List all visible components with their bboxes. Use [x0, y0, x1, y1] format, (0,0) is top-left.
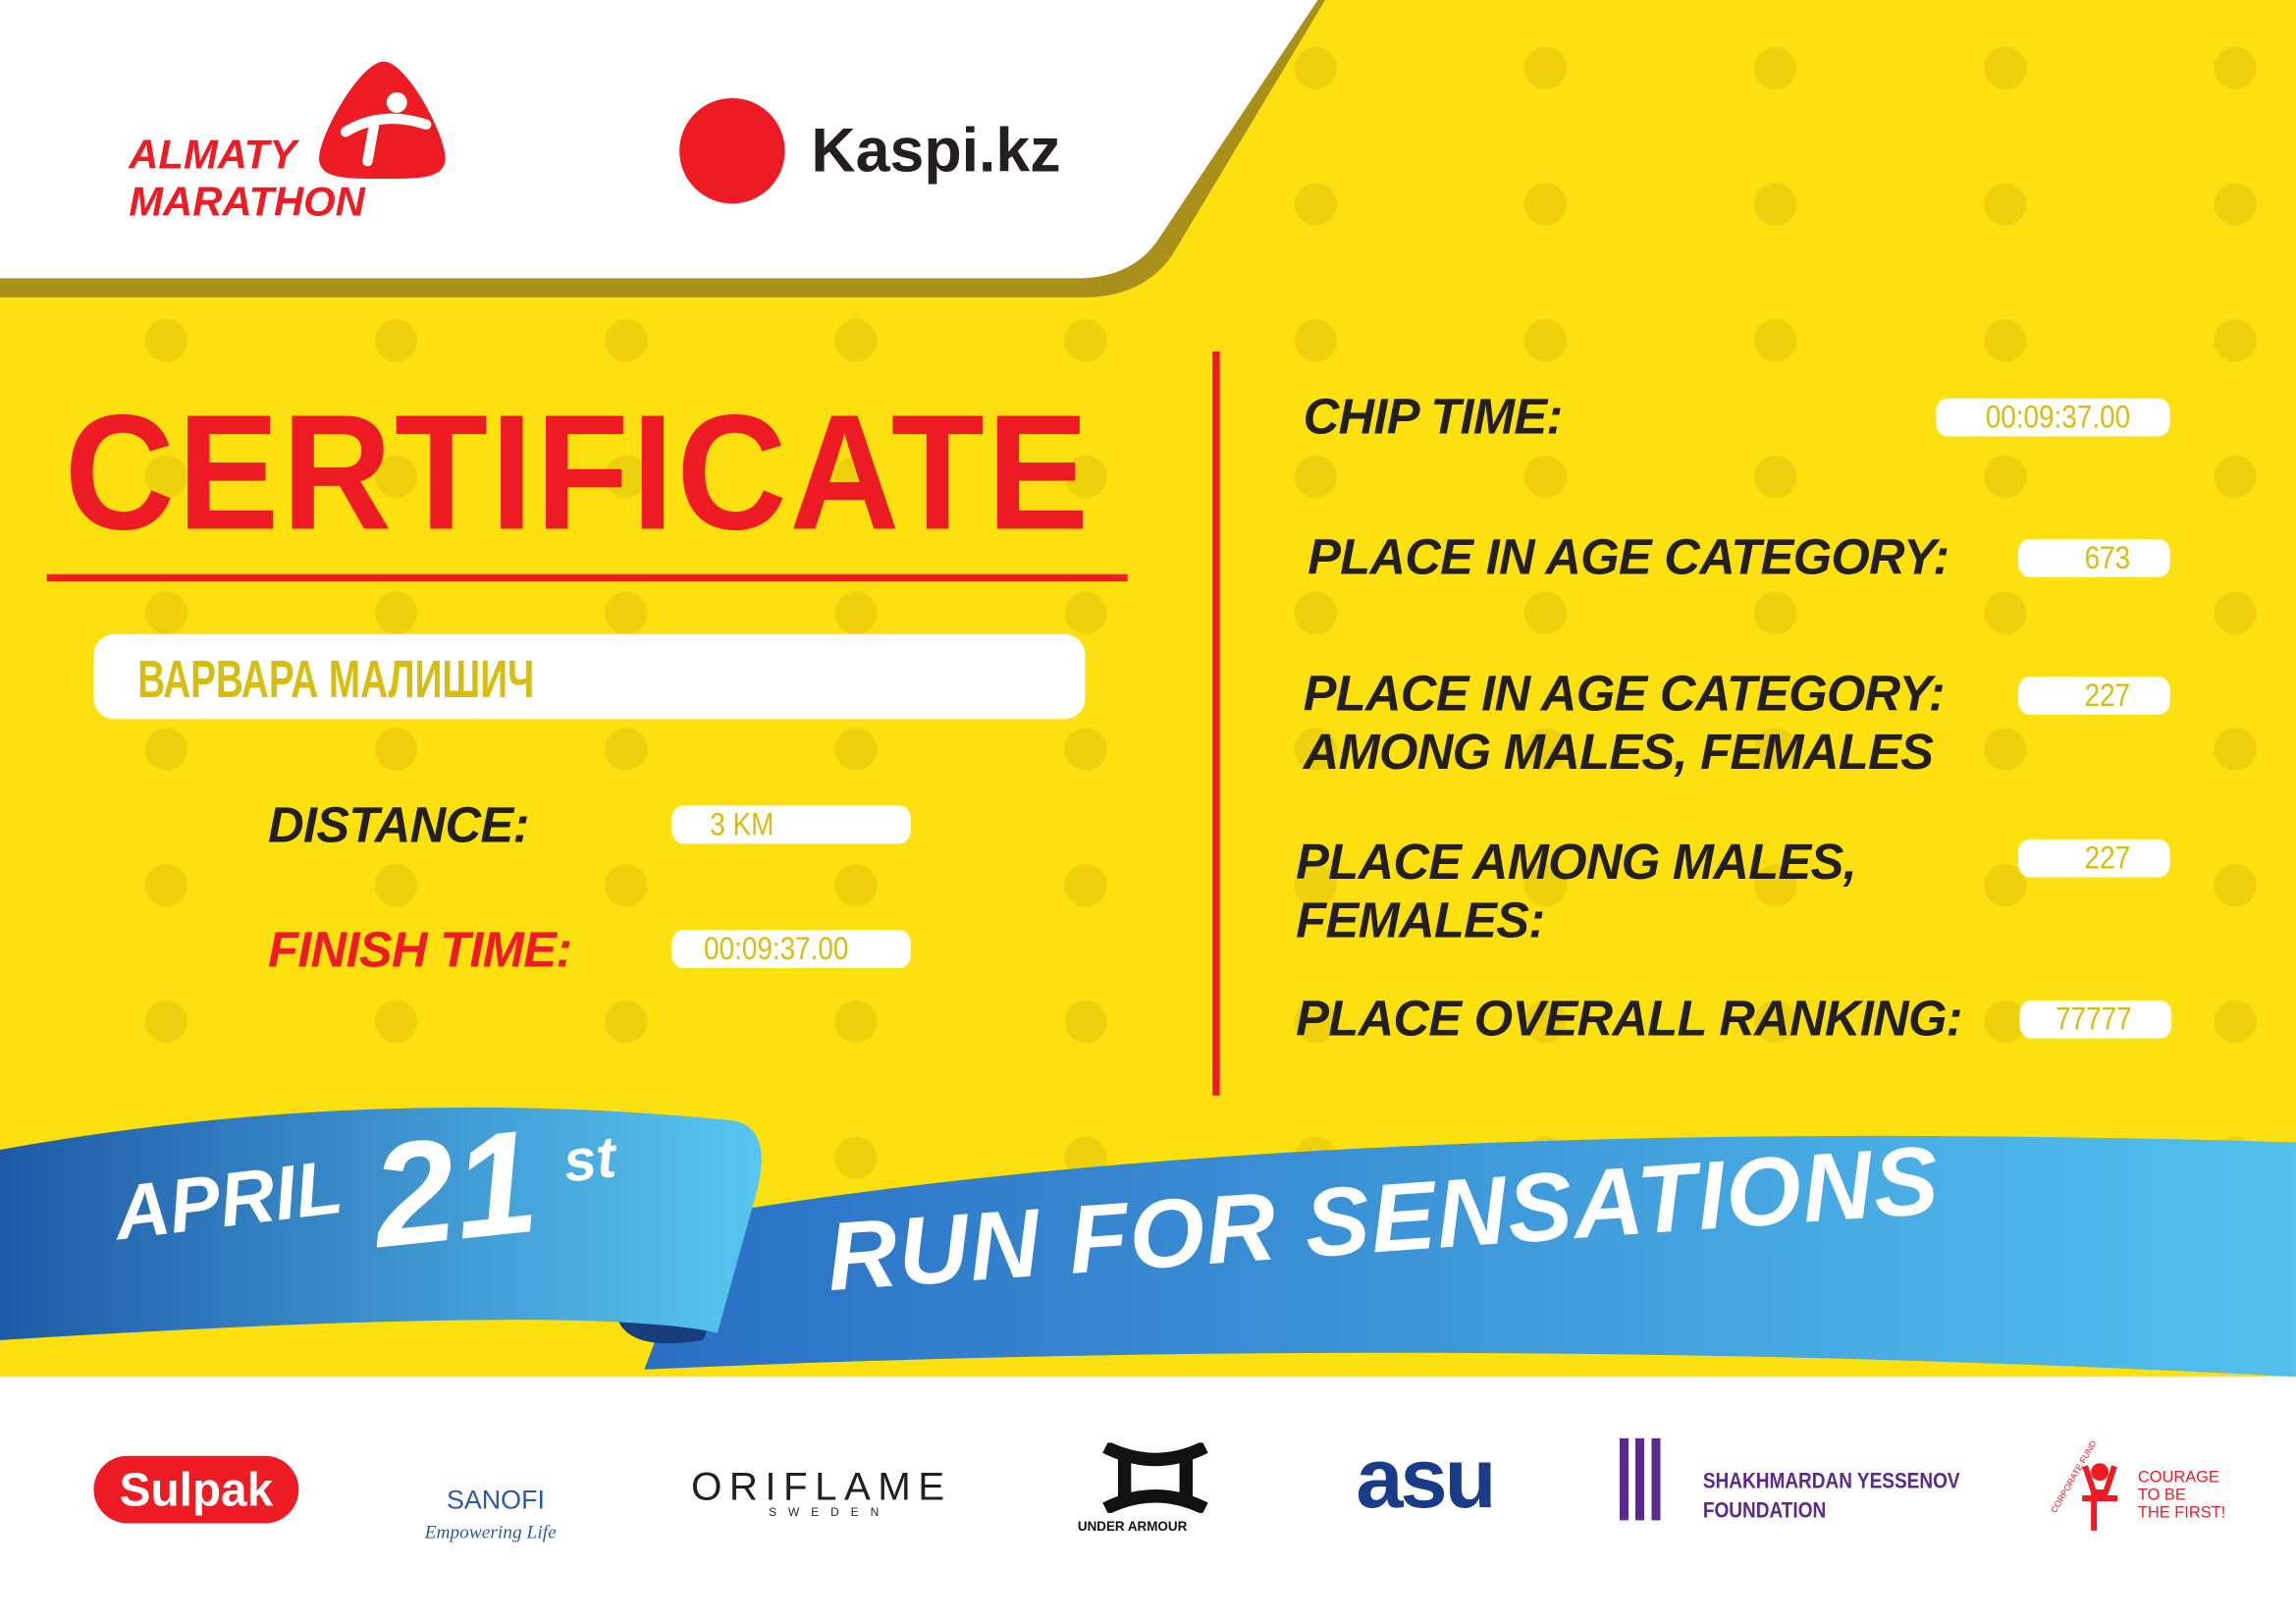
header-white-panel [0, 0, 1325, 298]
certificate-title: CERTIFICATE [64, 380, 1092, 565]
participant-name: ВАРВАРА МАЛИШИЧ [137, 648, 535, 709]
participant-name-box: ВАРВАРА МАЛИШИЧ [93, 633, 1086, 720]
gender-label-1: PLACE AMONG MALES, [1296, 835, 1857, 891]
title-divider [46, 573, 1128, 582]
sponsor-oriflame: ORIFLAME [691, 1464, 952, 1509]
finish-time-label: FINISH TIME: [267, 922, 572, 979]
kaspi-text: Kaspi.kz [811, 115, 1061, 185]
courage-line-3: THE FIRST! [2137, 1503, 2226, 1522]
event-logo-text: ALMATY MARATHON [129, 132, 365, 225]
sponsor-under-armour: UNDER ARMOUR [1077, 1518, 1188, 1534]
ribbon-banner [0, 1107, 2296, 1378]
sponsor-sanofi: SANOFI [446, 1485, 545, 1515]
sponsor-oriflame-tagline: SWEDEN [769, 1505, 891, 1519]
vertical-divider [1212, 352, 1220, 1096]
sponsor-yessenov-tagline: FOUNDATION [1702, 1498, 1827, 1524]
finish-time-value: 00:09:37.00 [671, 930, 911, 969]
distance-value: 3 KM [671, 805, 911, 844]
age-category-value: 673 [2018, 538, 2170, 577]
chip-time-value: 00:09:37.00 [1936, 398, 2170, 437]
sponsor-sulpak: Sulpak [93, 1455, 299, 1524]
kaspi-icon [679, 97, 785, 204]
gender-label-2: FEMALES: [1296, 893, 1545, 949]
distance-label: DISTANCE: [267, 797, 529, 854]
overall-value: 77777 [2019, 1000, 2172, 1039]
sponsor-asu: asu [1356, 1431, 1496, 1527]
under-armour-icon [1098, 1440, 1212, 1515]
yessenov-icon [1619, 1437, 1661, 1521]
runner-logo-icon [319, 61, 446, 179]
sponsor-sanofi-tagline: Empowering Life [424, 1520, 557, 1543]
sponsor-courage: COURAGE TO BE THE FIRST! [2138, 1469, 2225, 1522]
overall-label: PLACE OVERALL RANKING: [1296, 991, 1962, 1048]
courage-line-1: COURAGE [2137, 1469, 2219, 1488]
sponsor-yessenov: SHAKHMARDAN YESSENOV [1702, 1469, 1960, 1494]
age-gender-value: 227 [2018, 677, 2170, 715]
date-suffix: st [560, 1125, 619, 1195]
age-gender-label-1: PLACE IN AGE CATEGORY: [1303, 666, 1946, 723]
age-gender-label-2: AMONG MALES, FEMALES [1303, 725, 1934, 782]
gender-value: 227 [2018, 839, 2170, 878]
chip-time-label: CHIP TIME: [1303, 389, 1564, 446]
courage-runner-icon [2079, 1457, 2120, 1537]
date-day: 21 [365, 1099, 545, 1280]
age-category-label: PLACE IN AGE CATEGORY: [1308, 529, 1949, 586]
courage-line-2: TO BE [2137, 1487, 2186, 1504]
